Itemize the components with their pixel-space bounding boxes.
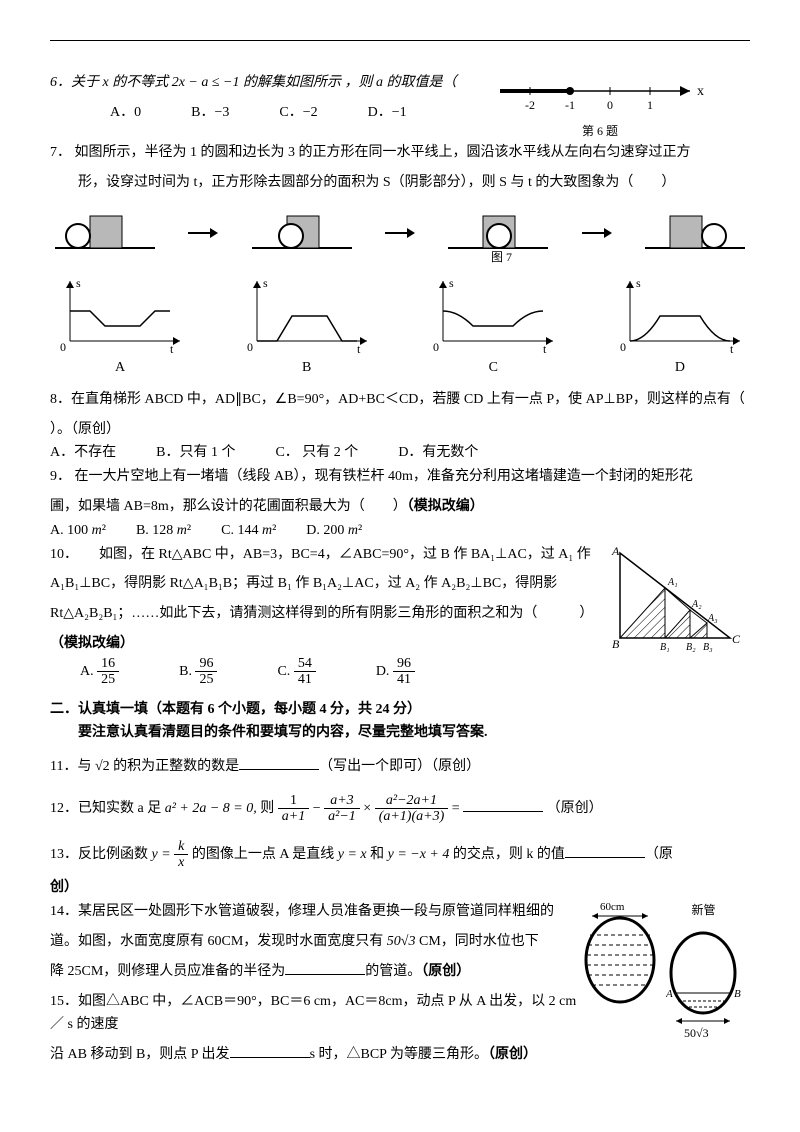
q10-choices: A. 1625 B. 9625 C. 5441 D. 9641 <box>80 656 750 688</box>
q10-figure: A B C A₁ A₂ A₃ B₁ B₂ B₃ <box>610 543 750 653</box>
svg-text:B₁: B₁ <box>660 642 670 653</box>
q7-stage1 <box>50 203 160 253</box>
svg-text:60cm: 60cm <box>600 901 625 913</box>
svg-text:0: 0 <box>60 340 66 354</box>
svg-text:B: B <box>734 988 741 1000</box>
svg-text:A₁: A₁ <box>667 577 678 588</box>
q8-close: ）。（原创） <box>50 418 750 442</box>
q6-A: A．0 <box>110 101 141 125</box>
q7-B: B <box>237 356 377 380</box>
svg-text:C: C <box>732 632 741 646</box>
q14-newlabel: 新管 <box>666 900 741 920</box>
q8-D: D．有无数个 <box>398 441 478 465</box>
svg-text:B₂: B₂ <box>686 642 696 653</box>
q7-graph-A: 0ts <box>50 271 190 356</box>
svg-text:s: s <box>76 276 81 290</box>
arrow-icon <box>385 226 415 240</box>
q10-D: D. 9641 <box>376 656 415 688</box>
svg-text:B₃: B₃ <box>703 642 713 653</box>
q7-graph-C: 0ts <box>423 271 563 356</box>
q9-C: C. 144 m² <box>221 519 276 543</box>
q7-D: D <box>610 356 750 380</box>
q8-C: C． 只有 2 个 <box>275 441 358 465</box>
q6-C: C．−2 <box>279 101 317 125</box>
svg-text:A₃: A₃ <box>707 613 718 624</box>
q13: 13．反比例函数 y = kx 的图像上一点 A 是直线 y = x 和 y =… <box>50 839 750 871</box>
section2-sub: 要注意认真看清题目的条件和要填写的内容，尽量完整地填写答案. <box>78 721 750 745</box>
q9-B: B. 128 m² <box>136 519 191 543</box>
q6-caption: 第 6 题 <box>490 121 710 141</box>
q14-oldpipe: 60cm <box>580 900 660 1010</box>
q7-graph-B: 0ts <box>237 271 377 356</box>
q6-B: B．−3 <box>191 101 229 125</box>
q7-stage4 <box>640 203 750 253</box>
q9-D: D. 200 m² <box>306 519 362 543</box>
svg-text:50√3: 50√3 <box>684 1026 709 1040</box>
svg-text:A: A <box>611 544 620 558</box>
section2-title: 二．认真填一填（本题有 6 个小题，每小题 4 分，共 24 分） <box>50 698 750 722</box>
q8-A: A．不存在 <box>50 441 116 465</box>
q10-A: A. 1625 <box>80 656 119 688</box>
svg-text:图 7: 图 7 <box>491 250 512 263</box>
q6-D: D．−1 <box>368 101 407 125</box>
q8-choices: A．不存在 B．只有 1 个 C． 只有 2 个 D．有无数个 <box>50 441 750 465</box>
q7-top-figures: 图 7 <box>50 203 750 263</box>
svg-text:0: 0 <box>620 340 626 354</box>
svg-text:1: 1 <box>647 98 653 112</box>
q9-line2: 圃，如果墙 AB=8m，那么设计的花圃面积最大为（ ）（模拟改编） <box>50 495 750 519</box>
q7-stage2 <box>247 203 357 253</box>
q6-choices: A．0 B．−3 C．−2 D．−1 <box>110 101 490 125</box>
q9-line1: 9． 在一大片空地上有一堵墙（线段 AB），现有铁栏杆 40m，准备充分利用这堵… <box>50 465 750 489</box>
arrow-icon <box>582 226 612 240</box>
q13-close: 创） <box>50 876 750 900</box>
q7-graph-D: 0ts <box>610 271 750 356</box>
q11: 11．与 √2 的积为正整数的数是（写出一个即可）（原创） <box>50 755 750 779</box>
svg-text:-1: -1 <box>565 98 575 112</box>
q7-C: C <box>423 356 563 380</box>
q12: 12．已知实数 a 足 a² + 2a − 8 = 0, 则 1a+1 − a+… <box>50 793 750 825</box>
svg-text:s: s <box>263 276 268 290</box>
q10-C: C. 5441 <box>277 656 315 688</box>
q8-B: B．只有 1 个 <box>156 441 235 465</box>
q7-graphs: 0ts A 0ts B 0ts C 0ts D <box>50 271 750 380</box>
svg-text:-2: -2 <box>525 98 535 112</box>
q6-numberline: -2 -1 0 1 x <box>490 71 710 121</box>
svg-text:s: s <box>636 276 641 290</box>
q9-A: A. 100 m² <box>50 519 106 543</box>
svg-text:A₂: A₂ <box>691 599 702 610</box>
svg-text:x: x <box>697 84 704 99</box>
q7-A: A <box>50 356 190 380</box>
q7-stage3: 图 7 <box>443 203 553 263</box>
arrow-icon <box>188 226 218 240</box>
q10-B: B. 9625 <box>179 656 217 688</box>
q7-line1: 7． 如图所示，半径为 1 的圆和边长为 3 的正方形在同一水平线上，圆沿该水平… <box>50 141 750 165</box>
svg-text:0: 0 <box>433 340 439 354</box>
svg-text:s: s <box>449 276 454 290</box>
svg-text:A: A <box>666 988 673 1000</box>
q8-text: 8．在直角梯形 ABCD 中，AD∥BC，∠B=90°，AD+BC＜CD，若腰 … <box>50 388 750 412</box>
svg-text:0: 0 <box>607 98 613 112</box>
q7-line2: 形，设穿过时间为 t，正方形除去圆部分的面积为 S（阴影部分），则 S 与 t … <box>78 171 750 195</box>
q14-newpipe: A B 50√3 <box>666 923 741 1043</box>
svg-text:0: 0 <box>247 340 253 354</box>
q15-line2: 沿 AB 移动到 B，则点 P 出发s 时，△BCP 为等腰三角形。（原创） <box>50 1043 750 1067</box>
q9-choices: A. 100 m² B. 128 m² C. 144 m² D. 200 m² <box>50 519 750 543</box>
svg-text:B: B <box>612 637 620 651</box>
